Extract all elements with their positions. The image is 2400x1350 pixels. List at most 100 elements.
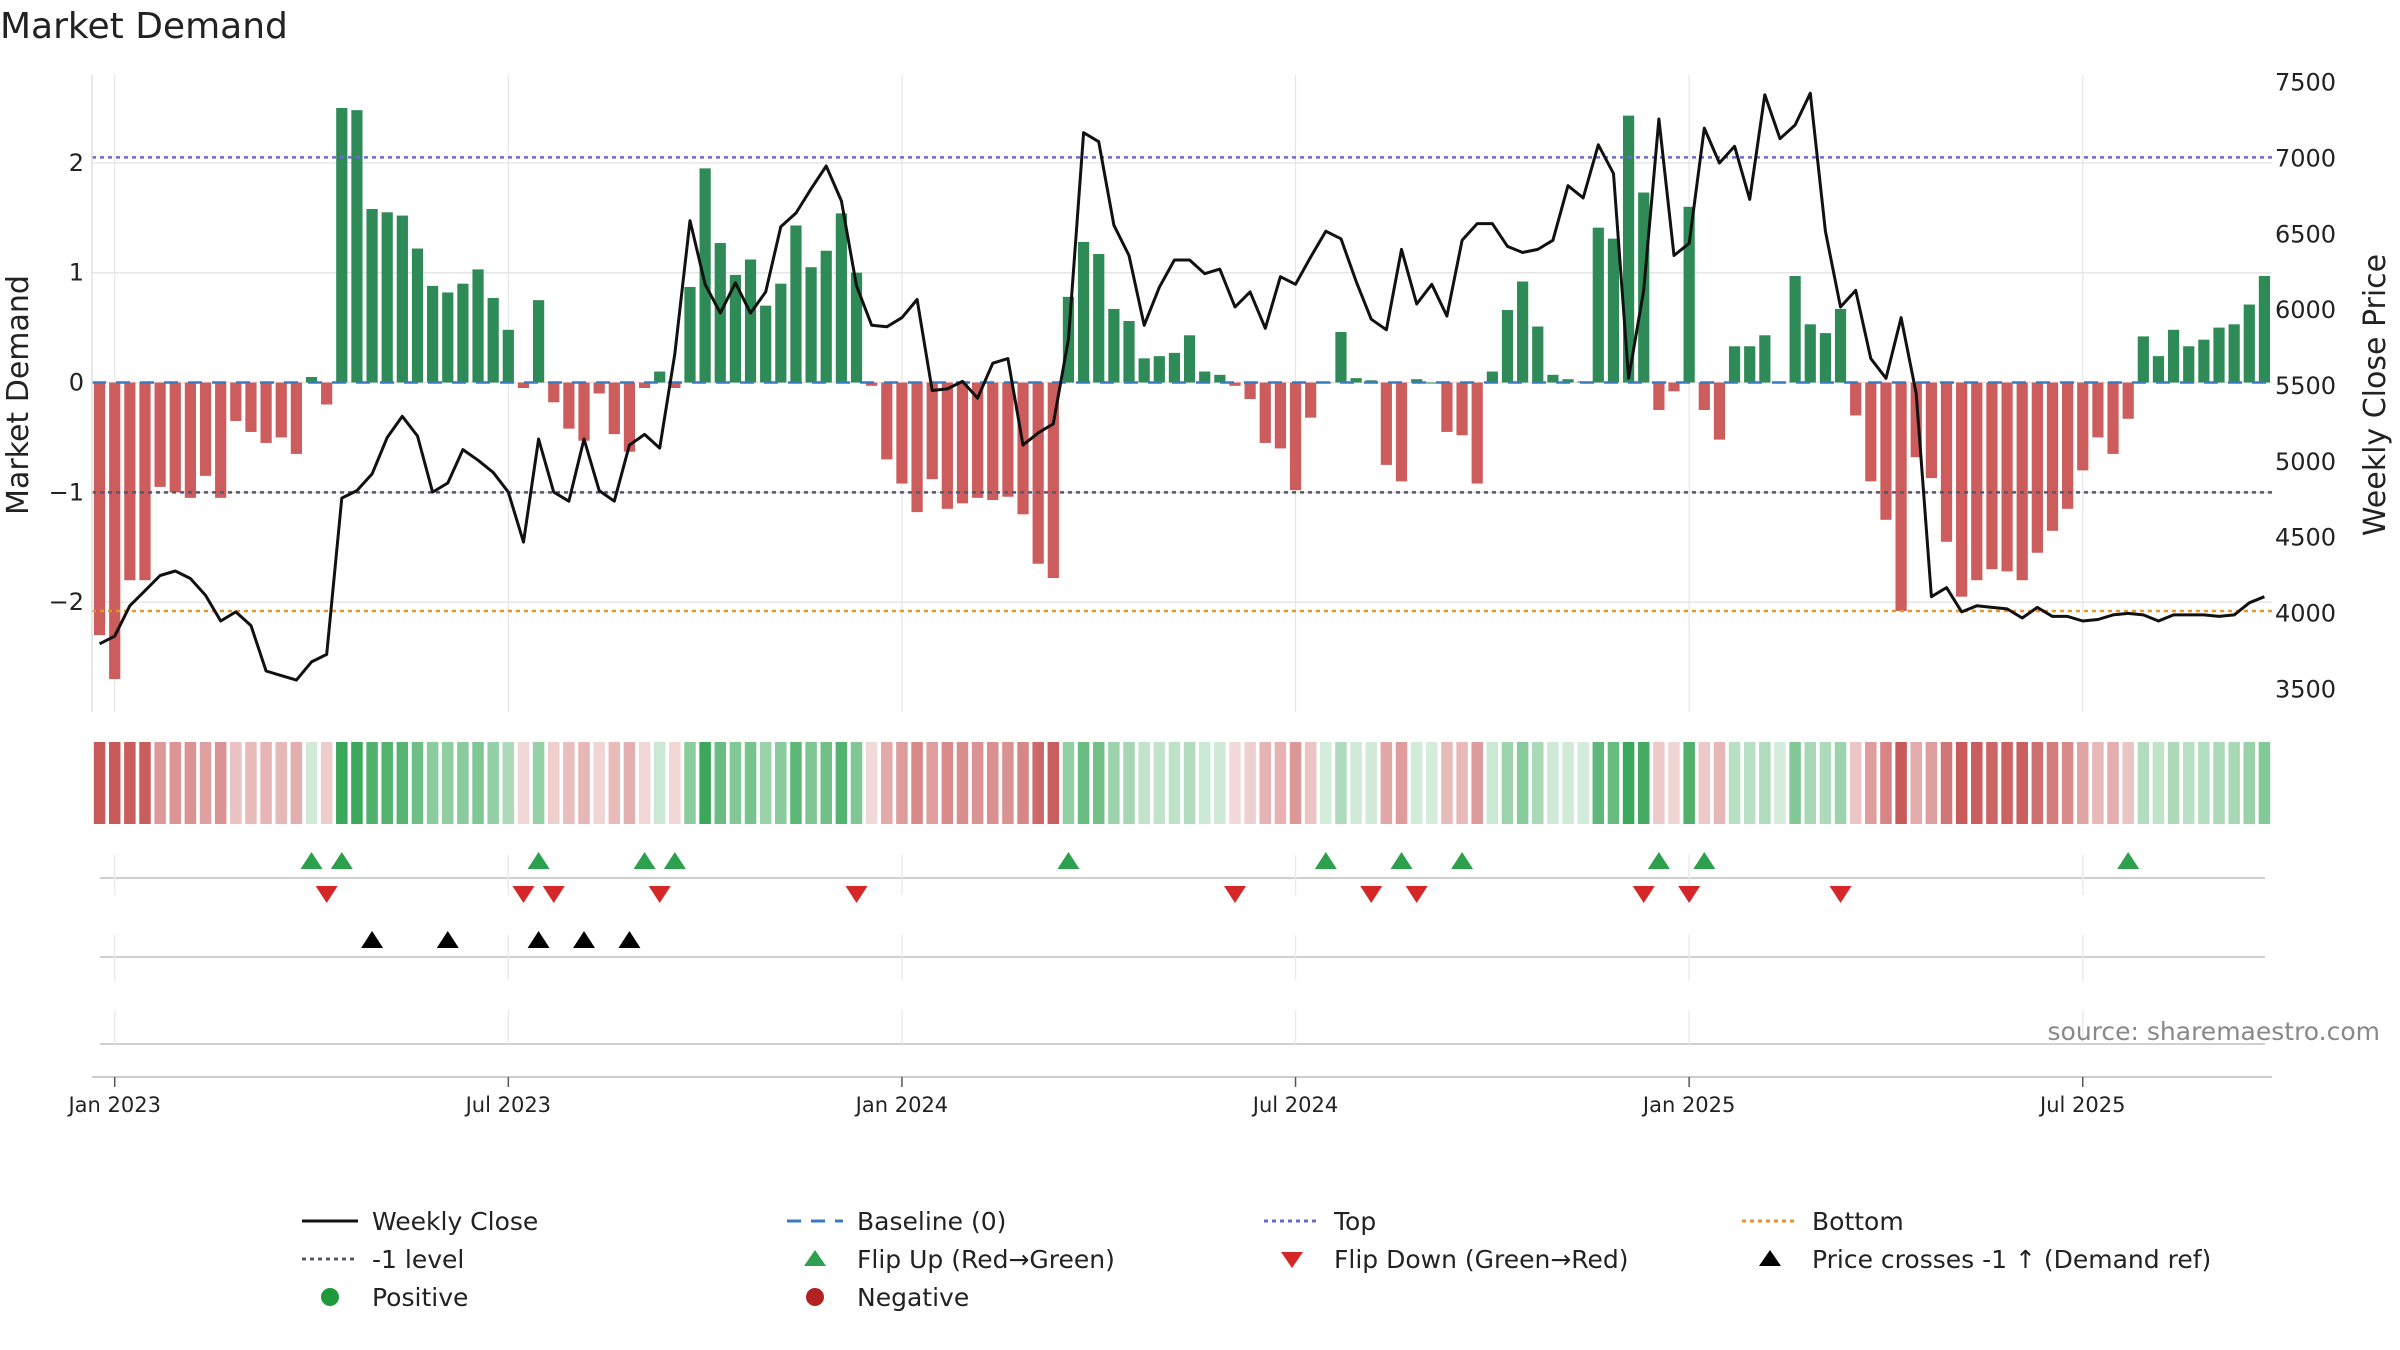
- demand-bar: [245, 382, 257, 432]
- strip-cell: [2077, 742, 2089, 824]
- strip-cell: [2107, 742, 2119, 824]
- demand-bar: [578, 382, 590, 441]
- strip-cell: [1047, 742, 1060, 824]
- strip-cell: [1607, 742, 1620, 824]
- x-tick-label: Jan 2024: [854, 1093, 949, 1117]
- demand-bar: [2016, 382, 2028, 581]
- strip-cell: [1895, 742, 1907, 824]
- demand-bar: [2001, 382, 2013, 572]
- demand-bar: [124, 382, 136, 581]
- strip-cell: [2198, 742, 2210, 824]
- strip-cell: [669, 742, 681, 824]
- demand-bar: [1880, 382, 1892, 520]
- strip-cell: [1547, 742, 1559, 824]
- strip-cell: [139, 742, 151, 824]
- flip-down-marker: [1223, 886, 1246, 903]
- demand-bar: [2243, 304, 2255, 383]
- flip-up-marker: [300, 852, 323, 869]
- price-cross-marker: [436, 931, 459, 948]
- strip-cell: [2137, 742, 2150, 824]
- strip-cell: [865, 742, 878, 824]
- flip-up-marker: [633, 852, 656, 869]
- demand-bar: [1986, 382, 1998, 570]
- demand-bar: [775, 283, 787, 383]
- demand-bar: [1183, 335, 1196, 383]
- demand-bar: [1350, 378, 1362, 383]
- strip-cell: [1910, 742, 1922, 824]
- demand-bar: [2198, 339, 2210, 383]
- demand-bar: [1562, 379, 1574, 383]
- strip-cell: [1501, 742, 1514, 824]
- flip-down-marker: [315, 886, 338, 903]
- legend-negative: Negative: [785, 1278, 969, 1316]
- demand-bar: [1138, 358, 1150, 383]
- legend-flip-down-label: Flip Down (Green→Red): [1334, 1244, 1629, 1274]
- strip-cell: [108, 742, 121, 824]
- legend-weekly-close-label: Weekly Close: [372, 1206, 539, 1236]
- strip-cell: [1683, 742, 1695, 824]
- strip-cell: [245, 742, 257, 824]
- legend-minus-one-label: -1 level: [372, 1244, 465, 1274]
- strip-cell: [2046, 742, 2059, 824]
- strip-cell: [1486, 742, 1499, 824]
- demand-bar: [336, 107, 348, 383]
- strip-cell: [1123, 742, 1135, 824]
- demand-bar: [1804, 324, 1816, 383]
- demand-bar: [1335, 331, 1347, 383]
- strip-cell: [1668, 742, 1680, 824]
- demand-bar: [290, 382, 302, 454]
- demand-bar: [835, 213, 847, 383]
- demand-bar: [139, 382, 151, 581]
- demand-bar: [1607, 238, 1620, 383]
- demand-bar: [1199, 371, 1211, 383]
- demand-bar: [1305, 382, 1317, 418]
- strip-cell: [1017, 742, 1029, 824]
- strip-cell: [411, 742, 424, 824]
- strip-cell: [1925, 742, 1938, 824]
- demand-bar: [457, 283, 469, 383]
- demand-bar: [502, 329, 514, 383]
- demand-bar: [1683, 206, 1695, 383]
- strip-cell: [1955, 742, 1968, 824]
- strip-cell: [1592, 742, 1605, 824]
- legend-bottom-label: Bottom: [1812, 1206, 1904, 1236]
- flip-down-marker: [845, 886, 868, 903]
- demand-bar: [1289, 382, 1302, 491]
- strip-cell: [1774, 742, 1786, 824]
- strip-cell: [2243, 742, 2256, 824]
- strip-cell: [532, 742, 545, 824]
- strip-cell: [896, 742, 908, 824]
- demand-bar: [684, 286, 696, 383]
- legend-price-cross: Price crosses -1 ↑ (Demand ref): [1740, 1240, 2211, 1278]
- demand-bar: [1047, 382, 1059, 579]
- strip-cell: [1077, 742, 1090, 824]
- flip-down-marker: [1360, 886, 1383, 903]
- strip-cell: [396, 742, 409, 824]
- strip-cell: [1713, 742, 1726, 824]
- demand-bar: [1925, 382, 1937, 479]
- strip-cell: [1789, 742, 1801, 824]
- strip-cell: [1350, 742, 1362, 824]
- demand-bar: [911, 382, 923, 513]
- right-tick-label: 5000: [2275, 448, 2336, 476]
- left-tick-label: 2: [69, 149, 84, 177]
- demand-bar: [729, 274, 742, 383]
- strip-cell: [2122, 742, 2134, 824]
- strip-cell: [926, 742, 938, 824]
- left-tick-label: 1: [69, 259, 84, 287]
- legend-baseline-label: Baseline (0): [857, 1206, 1007, 1236]
- flip-up-marker: [1451, 852, 1474, 869]
- legend-top-label: Top: [1334, 1206, 1377, 1236]
- demand-bar: [866, 382, 878, 386]
- demand-bar: [215, 382, 227, 498]
- legend-flip-up: Flip Up (Red→Green): [785, 1240, 1115, 1278]
- demand-bar: [1395, 382, 1408, 482]
- strip-cell: [1940, 742, 1953, 824]
- strip-cell: [835, 742, 848, 824]
- right-tick-label: 4500: [2275, 524, 2336, 552]
- demand-bar: [1244, 382, 1256, 399]
- right-tick-label: 4000: [2275, 599, 2336, 627]
- demand-bar: [1956, 382, 1968, 597]
- demand-bar: [1032, 382, 1044, 564]
- strip-cell: [472, 742, 484, 824]
